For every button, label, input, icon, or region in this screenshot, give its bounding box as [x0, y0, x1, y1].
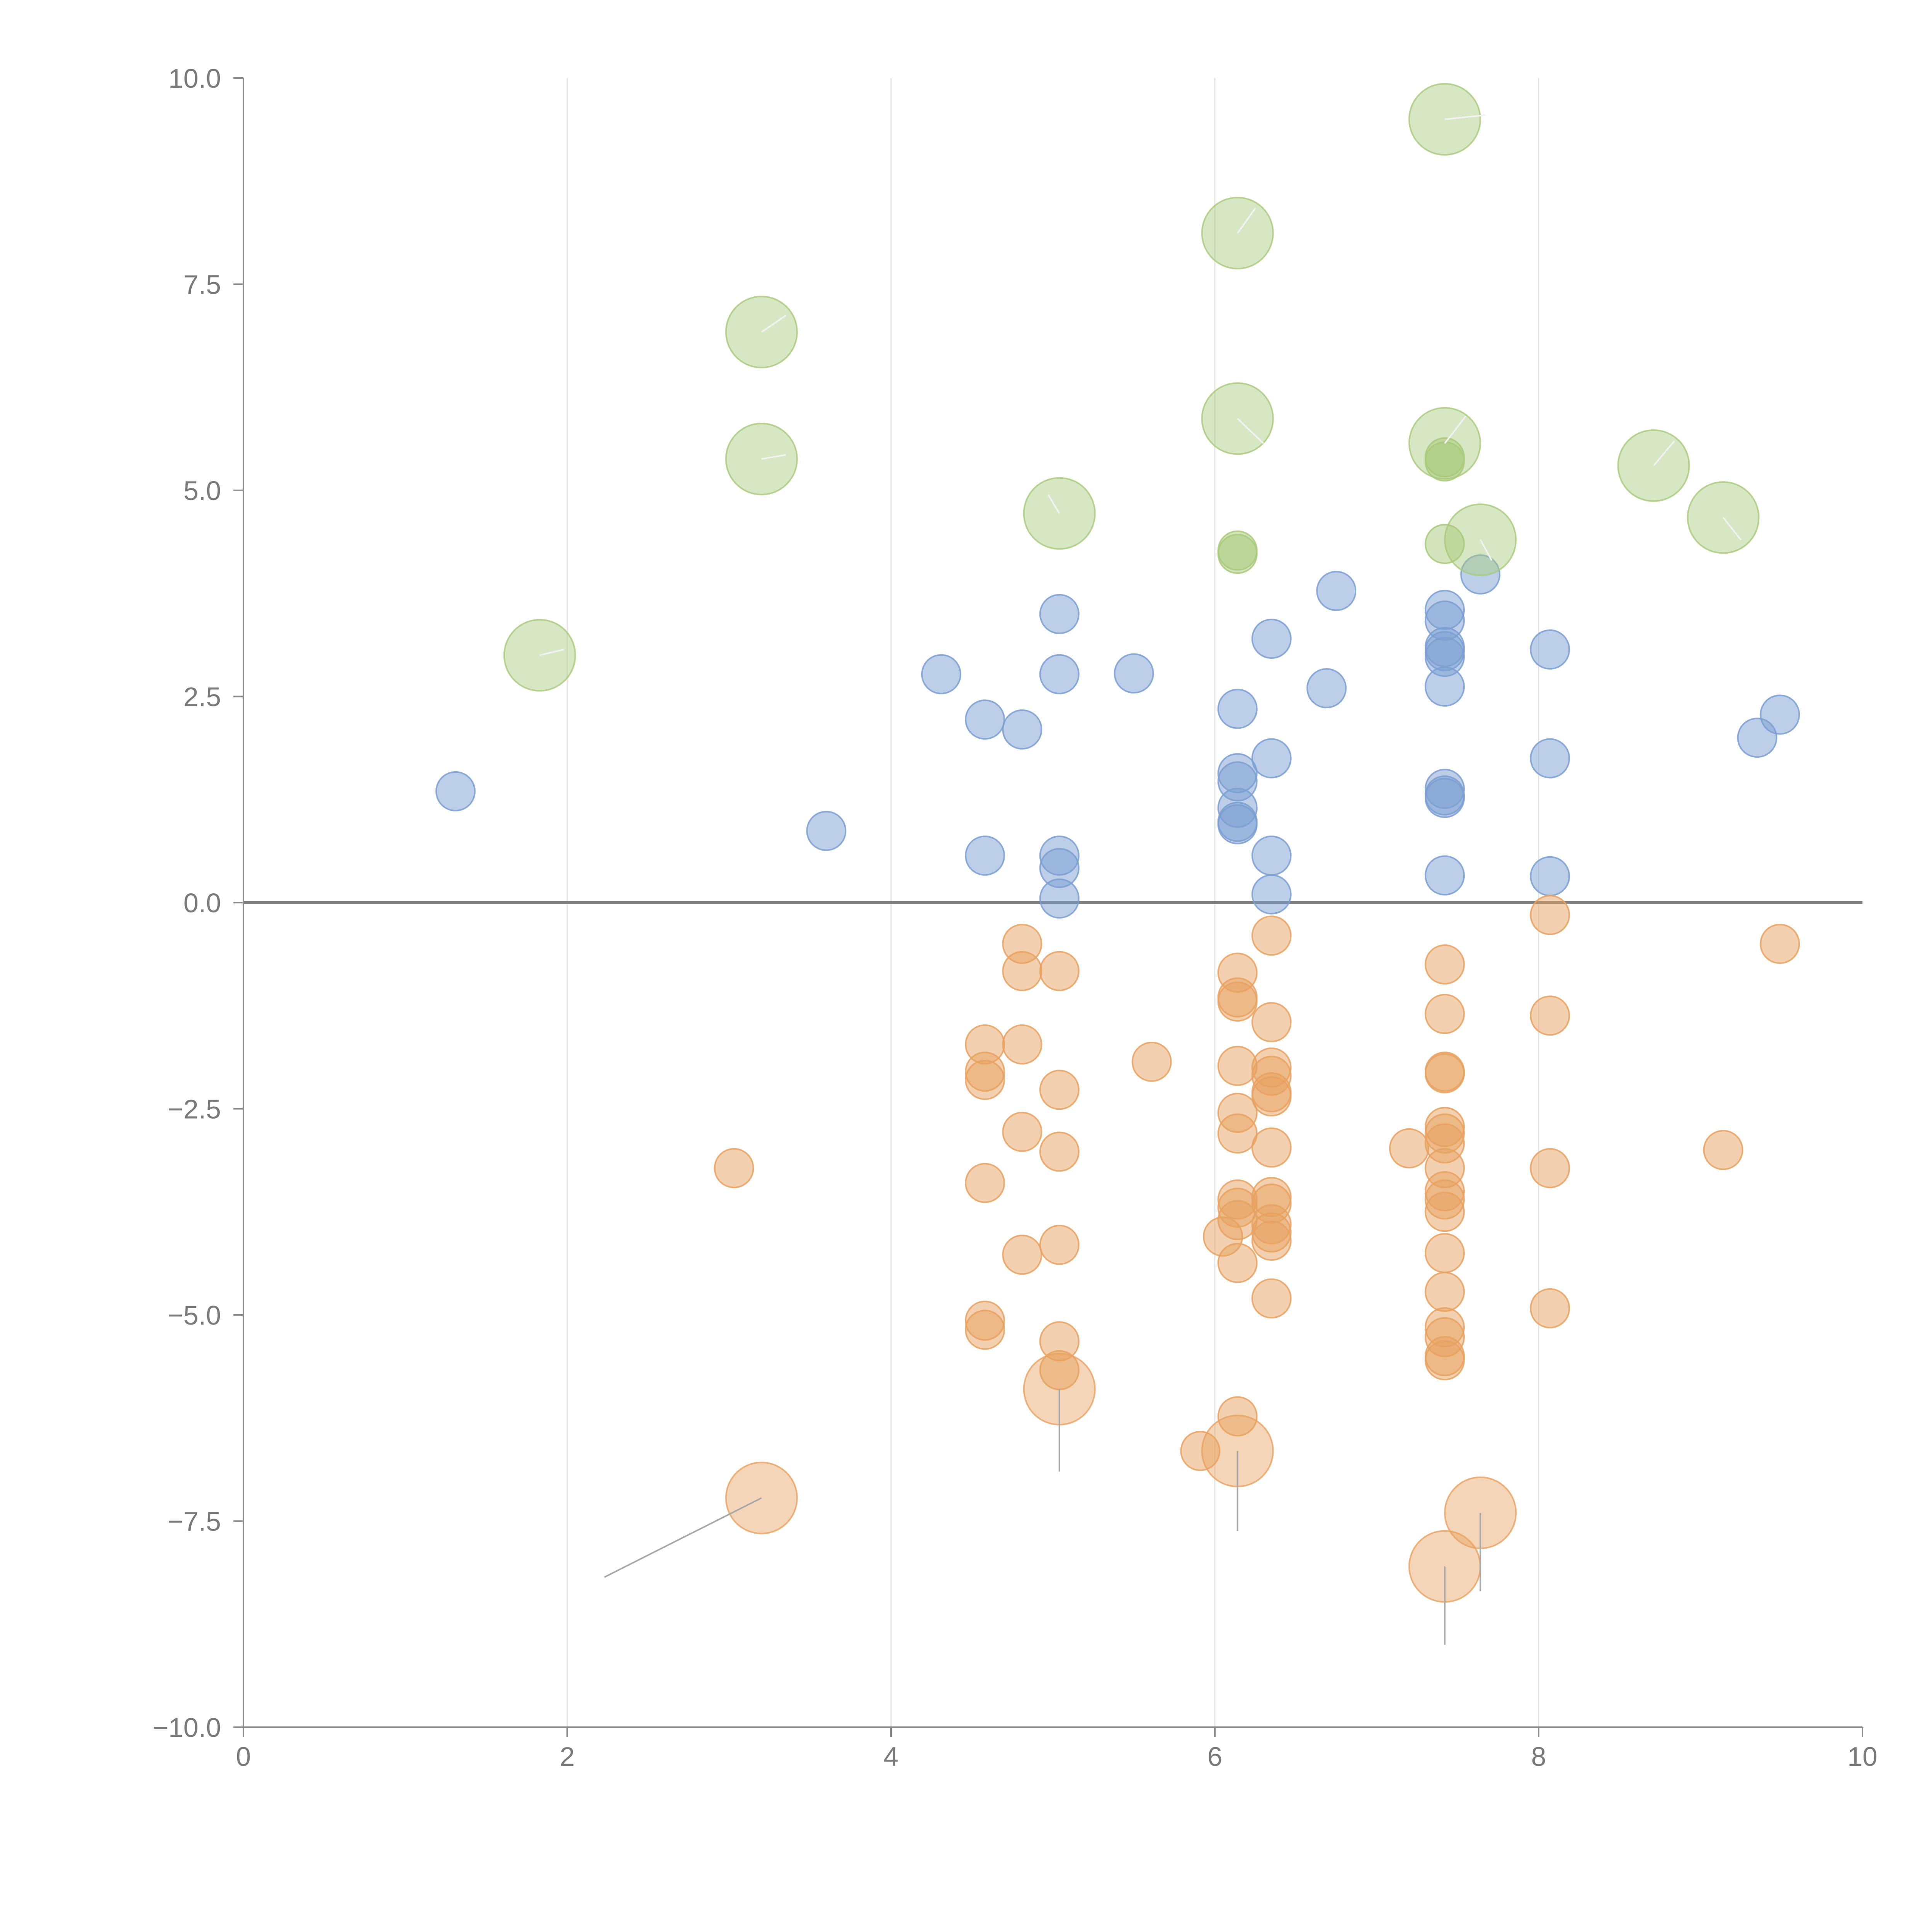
highlighted-points — [503, 83, 1760, 1603]
green-leader-line — [1653, 440, 1675, 466]
blue-point — [1251, 738, 1292, 779]
orange-point — [1424, 1272, 1465, 1312]
blue-point — [965, 699, 1005, 740]
blue-point — [1530, 629, 1570, 670]
green-leader-line — [1237, 208, 1256, 234]
orange-point — [1251, 1127, 1292, 1168]
tick-labels: 0 2 4 6 8 10 −10.0 −7.5 −5.0 −2.5 0.0 2.5 5.0 7.5 10.0 — [153, 63, 1878, 1772]
orange-point — [1217, 1396, 1258, 1437]
blue-point — [1039, 878, 1080, 919]
orange-point — [1039, 1070, 1080, 1110]
blue-point — [1002, 709, 1043, 750]
orange-point — [1424, 994, 1465, 1034]
orange-point — [1424, 1053, 1465, 1094]
orange-point — [1217, 1200, 1258, 1240]
orange-point — [1424, 1340, 1465, 1381]
x-tick-label: 10 — [1847, 1742, 1878, 1772]
orange-point — [1251, 1278, 1292, 1319]
orange-point — [1002, 1024, 1043, 1065]
blue-point — [1460, 554, 1501, 595]
data-points — [435, 437, 1800, 1471]
y-tick-label: 2.5 — [184, 682, 221, 712]
x-tick-label: 6 — [1208, 1742, 1223, 1772]
orange-point — [1251, 1002, 1292, 1043]
green-leader-line — [1480, 539, 1493, 561]
green-leader-line — [761, 315, 786, 333]
blue-point — [1306, 668, 1347, 709]
orange-point — [1217, 1113, 1258, 1154]
y-tick-label: −7.5 — [168, 1507, 221, 1537]
blue-point — [1530, 738, 1570, 779]
orange-point — [1217, 1046, 1258, 1086]
orange-point — [1251, 915, 1292, 956]
blue-point — [1217, 804, 1258, 845]
orange-point — [1002, 1112, 1043, 1152]
orange-point — [1131, 1041, 1172, 1082]
blue-point — [1424, 777, 1465, 818]
blue-point — [1424, 855, 1465, 896]
orange-point — [965, 1163, 1005, 1203]
y-tick-label: 10.0 — [168, 63, 221, 94]
x-tick-label: 2 — [560, 1742, 575, 1772]
blue-point — [1251, 835, 1292, 876]
orange-point — [1760, 923, 1800, 964]
blue-point — [1530, 856, 1570, 896]
x-tick-label: 0 — [236, 1742, 251, 1772]
orange-point — [1251, 1220, 1292, 1261]
orange-leader-line — [604, 1497, 762, 1578]
orange-point — [1424, 1192, 1465, 1232]
orange-point — [1530, 1288, 1570, 1328]
blue-point — [1251, 874, 1292, 915]
green-leader-line — [1047, 494, 1060, 514]
y-tick-label: 7.5 — [184, 270, 221, 300]
orange-point — [965, 1060, 1005, 1100]
y-tick-label: −5.0 — [168, 1300, 221, 1330]
blue-point — [1760, 694, 1800, 735]
orange-point — [1002, 1235, 1043, 1275]
orange-point — [1180, 1431, 1221, 1471]
green-leader-line — [1237, 418, 1264, 444]
blue-point — [1424, 666, 1465, 707]
orange-point — [1703, 1130, 1743, 1170]
blue-point — [435, 771, 476, 811]
y-tick-label: −2.5 — [168, 1094, 221, 1124]
green-leader-line — [1444, 114, 1485, 120]
blue-point — [1251, 619, 1292, 659]
orange-point — [1251, 1076, 1292, 1117]
blue-point — [965, 835, 1005, 876]
orange-point — [1424, 944, 1465, 985]
green-leader-line — [761, 454, 786, 460]
blue-point — [1316, 571, 1357, 611]
y-tick-label: 0.0 — [184, 888, 221, 918]
orange-point — [1039, 1225, 1080, 1265]
orange-point — [1039, 951, 1080, 992]
orange-point — [1217, 1243, 1258, 1283]
orange-point — [1530, 1148, 1570, 1189]
green-leader-line — [539, 648, 565, 656]
blue-point — [1217, 689, 1258, 729]
blue-point — [806, 811, 847, 851]
leader-lines — [539, 114, 1742, 1645]
blue-point — [1039, 654, 1080, 694]
y-tick-label: 5.0 — [184, 476, 221, 506]
orange-point — [1389, 1128, 1429, 1168]
green-leader-line — [1444, 415, 1467, 444]
orange-point — [1002, 951, 1043, 992]
orange-point — [1424, 1233, 1465, 1273]
blue-point — [921, 654, 961, 694]
orange-point — [965, 1310, 1005, 1350]
green-point — [1217, 534, 1258, 574]
orange-point — [714, 1148, 754, 1189]
x-tick-label: 4 — [884, 1742, 899, 1772]
y-tick-label: −10.0 — [153, 1713, 221, 1743]
green-leader-line — [1723, 517, 1742, 541]
orange-point — [1217, 981, 1258, 1022]
orange-point — [1530, 895, 1570, 935]
blue-point — [1114, 653, 1154, 694]
blue-point — [1039, 594, 1080, 634]
orange-point — [1530, 995, 1570, 1036]
orange-point — [1039, 1131, 1080, 1172]
x-tick-label: 8 — [1531, 1742, 1546, 1772]
